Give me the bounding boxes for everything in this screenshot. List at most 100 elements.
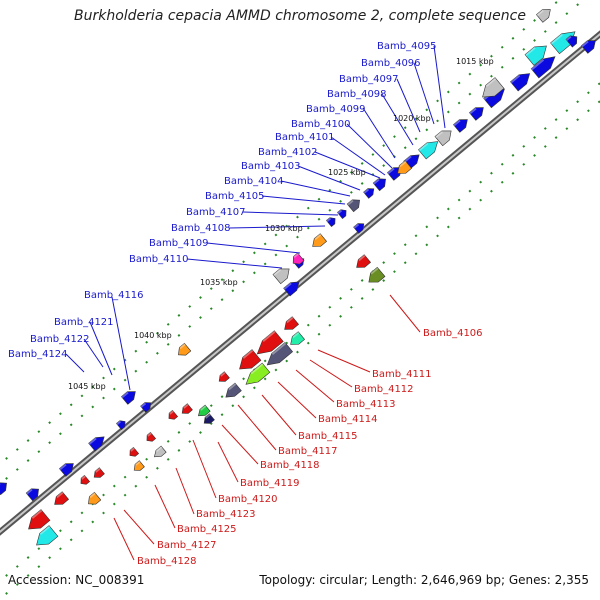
forward-gene-22	[88, 436, 105, 452]
forward-leader-10	[280, 180, 351, 197]
reverse-gene-9	[256, 330, 284, 355]
forward-leader-1	[433, 45, 446, 129]
forward-gene-24	[120, 391, 136, 405]
reverse-gene-19	[146, 431, 157, 442]
forward-gene-21	[283, 281, 300, 297]
gene-label-bamb-4114[interactable]: Bamb_4114	[318, 414, 378, 425]
forward-gene-14	[363, 188, 375, 199]
forward-leader-8	[314, 151, 381, 179]
reverse-leader-9	[217, 441, 239, 483]
gene-features	[0, 9, 596, 546]
reverse-leader-3	[309, 359, 353, 388]
reverse-gene-14	[218, 371, 230, 382]
gene-label-bamb-4123[interactable]: Bamb_4123	[196, 509, 256, 520]
forward-leader-2	[413, 62, 435, 125]
kbp-label-1020: 1020 kbp	[393, 114, 431, 123]
forward-gene-16	[336, 209, 347, 220]
reverse-gene-21	[129, 446, 140, 457]
gene-label-bamb-4128[interactable]: Bamb_4128	[137, 556, 197, 567]
reverse-leader-6	[261, 394, 297, 436]
forward-gene-18	[353, 223, 365, 234]
tick-row-2	[0, 0, 585, 486]
forward-leader-13	[228, 225, 326, 229]
gene-label-bamb-4116[interactable]: Bamb_4116	[84, 290, 144, 301]
reverse-leader-13	[123, 509, 155, 545]
forward-gene-3	[565, 35, 578, 48]
reverse-gene-8	[290, 331, 306, 345]
reverse-gene-22	[133, 460, 145, 471]
reverse-leader-7	[237, 404, 277, 451]
tick-row-1	[0, 0, 561, 466]
kbp-label-1025: 1025 kbp	[328, 168, 366, 177]
gene-label-bamb-4103[interactable]: Bamb_4103	[241, 161, 301, 172]
gene-label-bamb-4115[interactable]: Bamb_4115	[298, 431, 358, 442]
forward-gene-25	[140, 402, 152, 413]
forward-leader-15	[186, 258, 283, 269]
gene-label-bamb-4099[interactable]: Bamb_4099	[306, 104, 366, 115]
forward-gene-8	[452, 119, 468, 133]
gene-label-bamb-4105[interactable]: Bamb_4105	[205, 191, 265, 202]
gene-label-bamb-4112[interactable]: Bamb_4112	[354, 384, 414, 395]
forward-gene-28	[0, 482, 7, 496]
reverse-gene-23	[93, 467, 105, 478]
topology-text: Topology: circular; Length: 2,646,969 bp…	[259, 573, 589, 587]
reverse-gene-labels: Bamb_4106 Bamb_4111 Bamb_4112 Bamb_4113 …	[137, 328, 483, 567]
gene-label-bamb-4100[interactable]: Bamb_4100	[291, 119, 351, 130]
chromosome-backbone	[0, 30, 600, 536]
forward-leader-17	[89, 321, 113, 376]
gene-label-bamb-4095[interactable]: Bamb_4095	[377, 41, 437, 52]
gene-label-bamb-4104[interactable]: Bamb_4104	[224, 176, 284, 187]
reverse-gene-16	[203, 413, 215, 424]
reverse-gene-25	[54, 491, 70, 505]
reverse-gene-13	[225, 382, 242, 398]
gene-label-bamb-4117[interactable]: Bamb_4117	[278, 446, 338, 457]
gene-label-bamb-4118[interactable]: Bamb_4118	[260, 460, 320, 471]
forward-leader-12	[242, 211, 339, 216]
reverse-gene-26	[88, 491, 102, 505]
reverse-gene-17	[181, 403, 193, 414]
gene-label-bamb-4101[interactable]: Bamb_4101	[275, 132, 335, 143]
forward-gene-20	[272, 268, 290, 285]
reverse-gene-10	[239, 349, 262, 370]
gene-label-bamb-4110[interactable]: Bamb_4110	[129, 254, 189, 265]
kbp-label-1045: 1045 kbp	[68, 382, 106, 391]
reverse-leader-11	[175, 467, 195, 515]
gene-label-bamb-4106[interactable]: Bamb_4106	[423, 328, 483, 339]
gene-label-bamb-4127[interactable]: Bamb_4127	[157, 540, 217, 551]
gene-label-bamb-4108[interactable]: Bamb_4108	[171, 223, 231, 234]
gene-label-bamb-4124[interactable]: Bamb_4124	[8, 349, 68, 360]
forward-leader-9	[297, 165, 361, 191]
reverse-gene-18	[168, 409, 179, 420]
forward-gene-23	[58, 463, 74, 477]
accession-text: Accession: NC_008391	[8, 573, 145, 587]
gene-label-bamb-4111[interactable]: Bamb_4111	[372, 369, 432, 380]
reverse-gene-5	[312, 233, 328, 247]
reverse-gene-29	[178, 342, 192, 356]
forward-leader-16	[111, 296, 131, 391]
gene-label-bamb-4125[interactable]: Bamb_4125	[177, 524, 237, 535]
gene-label-bamb-4107[interactable]: Bamb_4107	[186, 207, 246, 218]
gene-label-bamb-4122[interactable]: Bamb_4122	[30, 334, 90, 345]
gene-label-bamb-4097[interactable]: Bamb_4097	[339, 74, 399, 85]
forward-gene-30	[580, 40, 596, 54]
forward-gene-15	[346, 199, 360, 213]
gene-label-bamb-4119[interactable]: Bamb_4119	[240, 478, 300, 489]
forward-gene-4	[530, 56, 556, 79]
forward-leader-18	[83, 338, 104, 368]
reverse-gene-11	[266, 342, 294, 366]
gene-label-bamb-4113[interactable]: Bamb_4113	[336, 399, 396, 410]
forward-leader-19	[65, 353, 85, 373]
forward-leader-14	[206, 242, 301, 254]
gene-label-bamb-4102[interactable]: Bamb_4102	[258, 147, 318, 158]
gene-label-bamb-4120[interactable]: Bamb_4120	[218, 494, 278, 505]
reverse-leader-1	[389, 294, 421, 333]
gene-label-bamb-4121[interactable]: Bamb_4121	[54, 317, 114, 328]
kbp-label-1035: 1035 kbp	[200, 278, 238, 287]
forward-gene-7	[468, 107, 484, 121]
reverse-gene-24	[80, 474, 91, 485]
gene-label-bamb-4098[interactable]: Bamb_4098	[327, 89, 387, 100]
reverse-gene-1	[482, 77, 505, 98]
gene-label-bamb-4109[interactable]: Bamb_4109	[149, 238, 209, 249]
gene-label-bamb-4096[interactable]: Bamb_4096	[361, 58, 421, 69]
